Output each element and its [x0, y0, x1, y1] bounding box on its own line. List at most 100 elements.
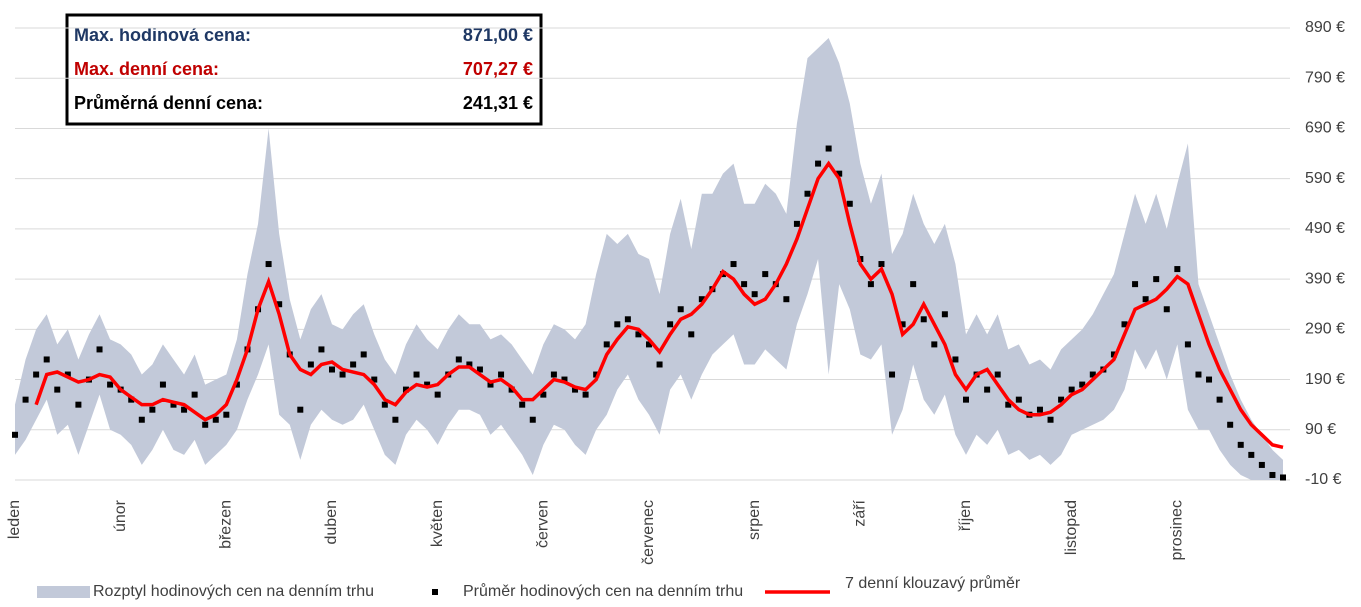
- daily-average: [350, 361, 357, 368]
- daily-average: [1248, 451, 1255, 458]
- daily-average: [265, 261, 272, 268]
- daily-average: [424, 381, 431, 388]
- daily-average: [815, 160, 822, 167]
- daily-average: [1195, 371, 1202, 378]
- daily-average: [783, 296, 790, 303]
- daily-average: [371, 376, 378, 383]
- daily-average: [825, 145, 832, 152]
- daily-average: [931, 341, 938, 348]
- daily-average: [889, 371, 896, 378]
- y-tick-label: -10 €: [1305, 471, 1342, 488]
- x-tick-label: srpen: [746, 500, 763, 540]
- daily-average: [1132, 281, 1139, 288]
- daily-average: [402, 386, 409, 393]
- daily-average: [994, 371, 1001, 378]
- daily-average: [910, 281, 917, 288]
- daily-average: [646, 341, 652, 348]
- daily-average: [107, 381, 114, 388]
- daily-average: [635, 331, 642, 338]
- daily-average: [519, 401, 526, 408]
- summary-label: Průměrná denní cena:: [74, 93, 263, 113]
- daily-average: [899, 321, 906, 328]
- daily-average: [318, 346, 325, 353]
- x-tick-label: únor: [112, 499, 129, 532]
- daily-average: [1110, 351, 1117, 358]
- daily-average: [677, 306, 684, 313]
- daily-average: [1206, 376, 1213, 383]
- daily-average: [413, 371, 420, 378]
- x-tick-label: květen: [429, 500, 446, 547]
- daily-average: [1258, 461, 1265, 468]
- legend-label: Průměr hodinových cen na denním trhu: [463, 582, 743, 600]
- x-tick-label: říjen: [957, 500, 974, 531]
- daily-average: [223, 411, 230, 418]
- daily-average: [1280, 474, 1286, 481]
- daily-average: [202, 421, 209, 428]
- daily-average: [1153, 276, 1160, 283]
- daily-average: [22, 396, 29, 403]
- daily-average: [582, 391, 589, 398]
- daily-average: [434, 391, 441, 398]
- daily-average: [381, 401, 388, 408]
- daily-average: [1142, 296, 1149, 303]
- daily-average: [297, 406, 304, 413]
- legend-label: Rozptyl hodinových cen na denním trhu: [93, 583, 374, 600]
- daily-average: [191, 391, 198, 398]
- daily-average: [1216, 396, 1223, 403]
- daily-average: [487, 381, 494, 388]
- daily-average: [43, 356, 50, 363]
- daily-average: [12, 431, 18, 438]
- moving-average-line: [34, 160, 1284, 450]
- daily-average: [1047, 416, 1054, 423]
- x-tick-label: prosinec: [1169, 500, 1186, 560]
- daily-average: [1121, 321, 1128, 328]
- daily-average: [455, 356, 462, 363]
- daily-average: [603, 341, 610, 348]
- daily-average: [878, 261, 885, 268]
- daily-average: [1237, 441, 1244, 448]
- x-tick-label: červen: [535, 500, 552, 548]
- daily-average: [920, 316, 927, 323]
- daily-average: [233, 381, 240, 388]
- daily-average: [741, 281, 748, 288]
- daily-average: [656, 361, 663, 368]
- daily-average: [466, 361, 473, 368]
- summary-frame: [65, 13, 543, 126]
- y-tick-label: 390 €: [1305, 270, 1345, 287]
- daily-average: [392, 416, 399, 423]
- daily-average: [498, 371, 505, 378]
- daily-average: [96, 346, 103, 353]
- daily-average: [561, 376, 568, 383]
- daily-average: [170, 401, 177, 408]
- daily-average: [688, 331, 695, 338]
- daily-average: [804, 190, 811, 197]
- daily-average: [793, 220, 800, 227]
- daily-average: [476, 366, 483, 373]
- daily-average: [614, 321, 621, 328]
- summary-box: Max. hodinová cena: 871,00 € Max. denní ce…: [65, 13, 543, 126]
- legend-swatch: [432, 589, 438, 595]
- y-tick-label: 490 €: [1305, 220, 1345, 237]
- daily-average: [941, 311, 948, 318]
- daily-average: [360, 351, 367, 358]
- daily-average: [1163, 306, 1170, 313]
- y-tick-label: 90 €: [1305, 421, 1336, 438]
- daily-average: [730, 261, 737, 268]
- daily-average: [54, 386, 61, 393]
- x-tick-label: leden: [6, 500, 23, 539]
- daily-average: [751, 291, 758, 298]
- y-tick-label: 790 €: [1305, 69, 1345, 86]
- daily-average: [836, 170, 843, 177]
- y-tick-label: 590 €: [1305, 170, 1345, 187]
- y-tick-label: 190 €: [1305, 371, 1345, 388]
- daily-average: [1068, 386, 1075, 393]
- daily-average: [762, 271, 769, 278]
- daily-average: [698, 296, 705, 303]
- legend-swatch: [37, 586, 90, 598]
- daily-average: [159, 381, 166, 388]
- daily-average: [952, 356, 959, 363]
- daily-average: [212, 416, 219, 423]
- summary-value: 707,27 €: [463, 59, 533, 79]
- daily-average: [550, 371, 557, 378]
